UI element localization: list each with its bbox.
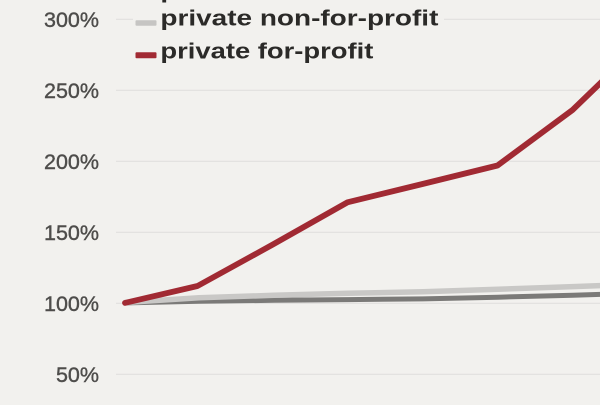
svg-text:300%: 300% bbox=[44, 8, 99, 32]
svg-text:100%: 100% bbox=[44, 292, 99, 316]
svg-text:public: public bbox=[160, 0, 242, 3]
svg-text:50%: 50% bbox=[56, 363, 99, 387]
svg-text:private for-profit: private for-profit bbox=[160, 38, 374, 63]
svg-text:private non-for-profit: private non-for-profit bbox=[160, 6, 439, 31]
svg-text:250%: 250% bbox=[44, 79, 99, 103]
svg-text:200%: 200% bbox=[44, 150, 99, 174]
svg-text:150%: 150% bbox=[44, 221, 99, 245]
